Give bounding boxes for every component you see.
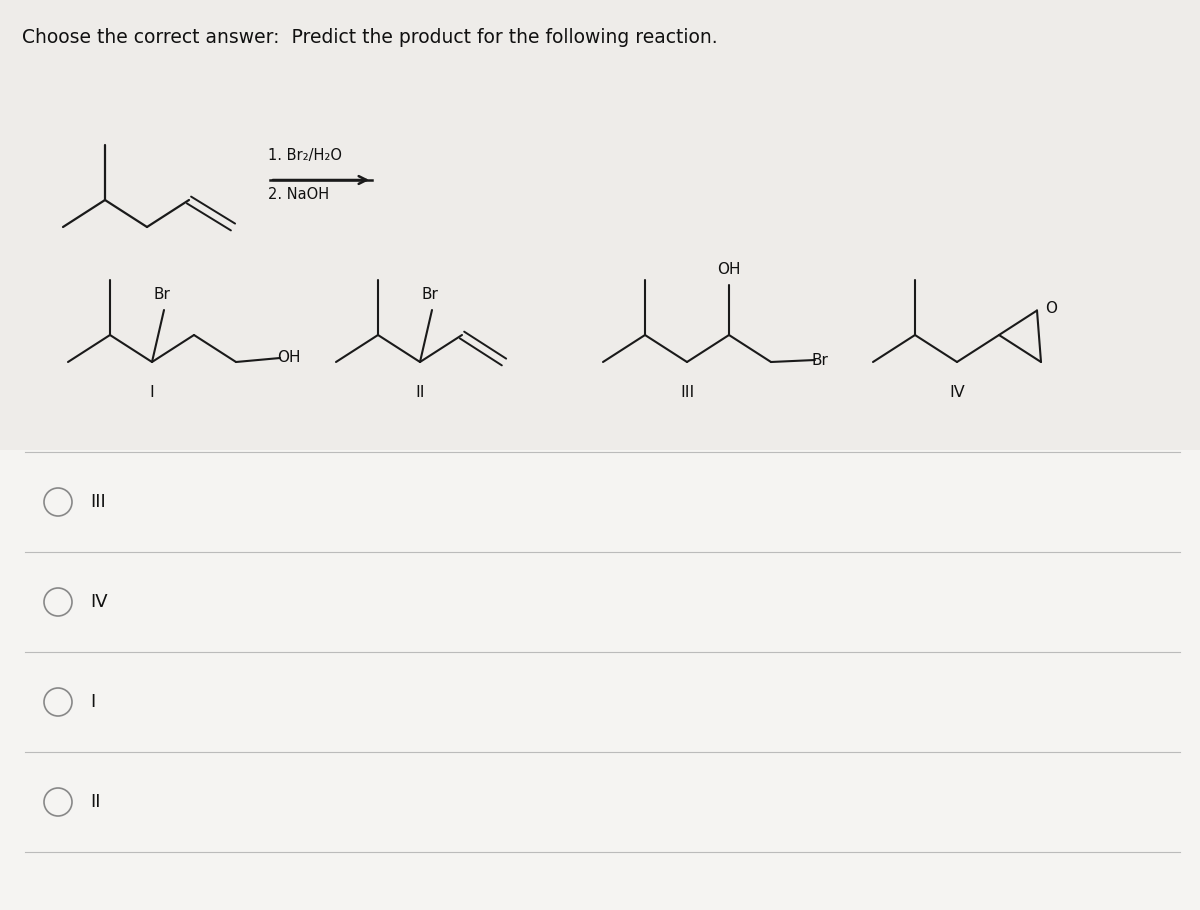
Text: Br: Br — [421, 287, 438, 302]
Text: 1. Br₂/H₂O: 1. Br₂/H₂O — [268, 148, 342, 163]
Text: Br: Br — [812, 352, 829, 368]
Text: IV: IV — [90, 593, 108, 611]
Text: II: II — [90, 793, 101, 811]
Text: I: I — [150, 385, 155, 400]
Text: O: O — [1045, 301, 1057, 316]
Text: 2. NaOH: 2. NaOH — [268, 187, 329, 202]
Text: III: III — [680, 385, 694, 400]
Text: III: III — [90, 493, 106, 511]
Text: I: I — [90, 693, 95, 711]
Text: Choose the correct answer:  Predict the product for the following reaction.: Choose the correct answer: Predict the p… — [22, 28, 718, 47]
Text: II: II — [415, 385, 425, 400]
Text: Br: Br — [154, 287, 170, 302]
Text: OH: OH — [718, 262, 740, 277]
Text: OH: OH — [277, 350, 300, 366]
FancyBboxPatch shape — [0, 450, 1200, 910]
Text: IV: IV — [949, 385, 965, 400]
